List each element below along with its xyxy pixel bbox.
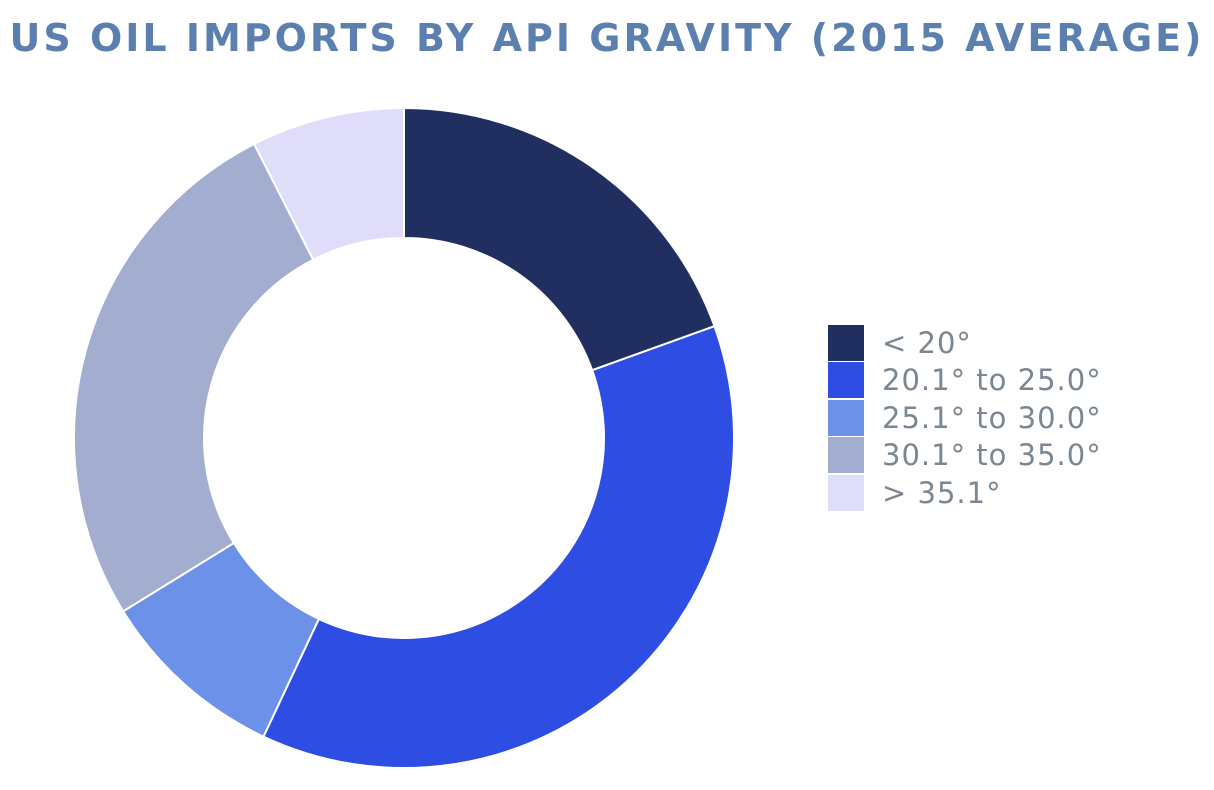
legend-item: 25.1° to 30.0°	[828, 399, 1102, 437]
legend-swatch	[828, 399, 864, 436]
donut-slice-4	[73, 142, 315, 613]
legend-item: 30.1° to 35.0°	[828, 437, 1102, 475]
donut-slices	[73, 106, 735, 769]
chart-title: US OIL IMPORTS BY API GRAVITY (2015 AVER…	[9, 16, 1205, 60]
legend-item: < 20°	[828, 324, 1102, 362]
donut-slice-5	[252, 106, 405, 262]
legend-item: 20.1° to 25.0°	[828, 362, 1102, 400]
legend-label: 30.1° to 35.0°	[882, 438, 1102, 473]
legend-label: < 20°	[882, 325, 972, 360]
chart-legend: < 20° 20.1° to 25.0° 25.1° to 30.0° 30.1° t…	[828, 324, 1102, 512]
legend-swatch	[828, 437, 864, 474]
legend-label: 25.1° to 30.0°	[882, 400, 1102, 435]
legend-label: 20.1° to 25.0°	[882, 363, 1102, 398]
donut-slice-1	[403, 106, 716, 372]
legend-swatch	[828, 324, 864, 361]
legend-swatch	[828, 474, 864, 511]
legend-label: > 35.1°	[882, 475, 1002, 510]
donut-slice-2	[262, 324, 735, 769]
legend-swatch	[828, 362, 864, 399]
legend-item: > 35.1°	[828, 474, 1102, 512]
